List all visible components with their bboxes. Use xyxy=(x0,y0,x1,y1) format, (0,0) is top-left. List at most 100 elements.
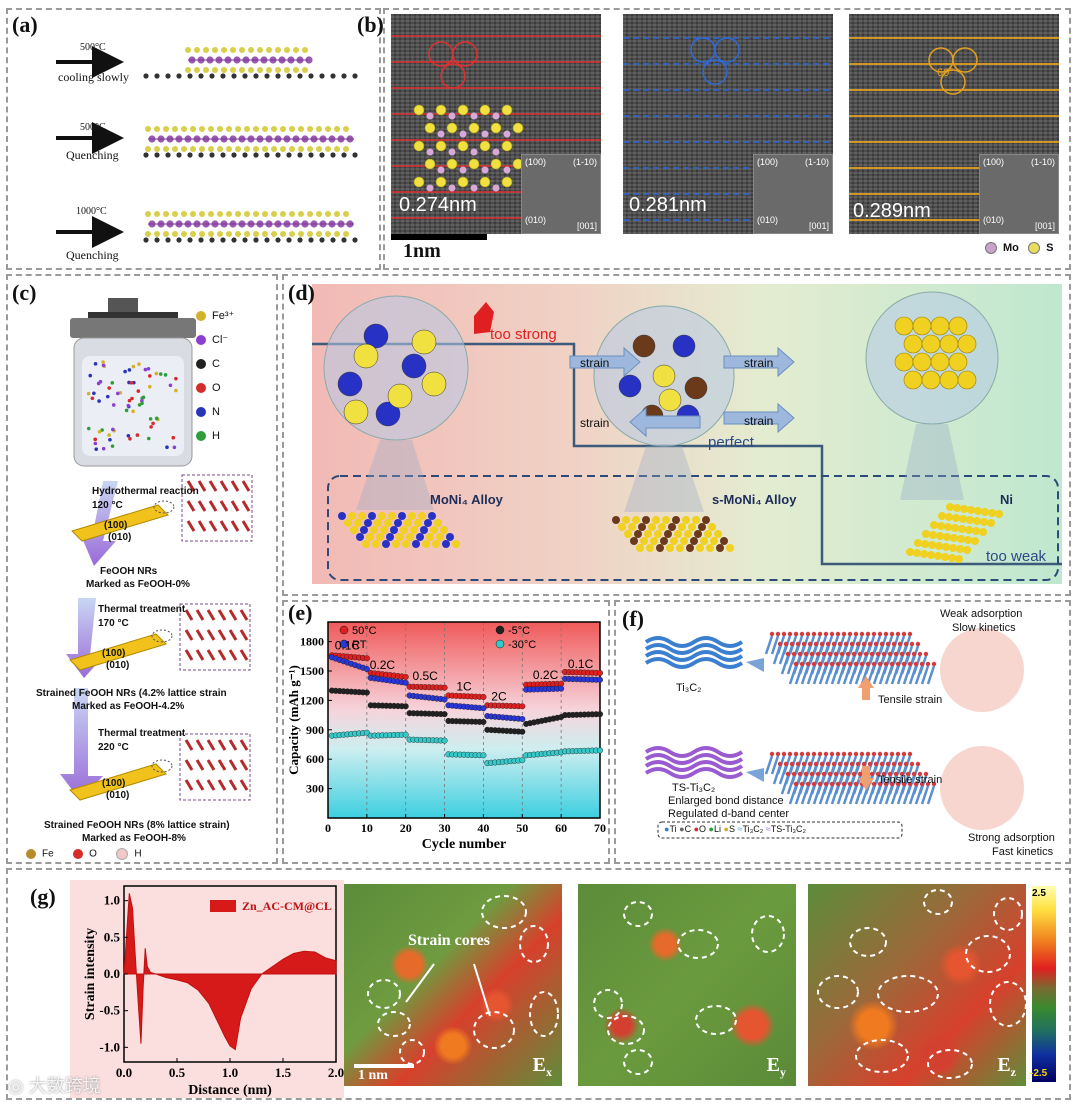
chart-e-point xyxy=(363,666,370,673)
fft-2: (100) (1-10) (010) [001] xyxy=(753,154,833,234)
rod-1-face-100: (100) xyxy=(104,520,128,531)
step-2-mark: Marked as FeOOH-4.2% xyxy=(72,701,185,712)
note-d-band: Regulated d-band center xyxy=(668,808,790,820)
chart-g-xtick-label: 1.5 xyxy=(275,1065,292,1080)
watermark: ◎ 大数跨境 xyxy=(8,1072,101,1098)
fft-2-top-left: (100) xyxy=(757,157,779,167)
panel-c-legend: Fe³⁺ Cl⁻ C O N H xyxy=(196,304,234,448)
panel-b-legend: Mo S xyxy=(985,242,1054,255)
chart-e-point xyxy=(597,711,604,718)
step-3-product: Strained FeOOH NRs (8% lattice strain) xyxy=(44,820,230,831)
fe-atom-icon xyxy=(26,849,36,859)
chart-e-point xyxy=(519,703,526,710)
step-3-process: Thermal treatment xyxy=(98,728,186,739)
strain-label-4: strain xyxy=(744,414,774,428)
fft-2-bottom-left: (010) xyxy=(757,215,779,225)
panel-f-label: (f) xyxy=(622,606,644,631)
step-1-product: FeOOH NRs xyxy=(100,566,158,577)
rod-1-face-010: (010) xyxy=(108,532,132,543)
chart-e-xtick-label: 50 xyxy=(516,821,528,835)
panel-a-step-1-process: cooling slowly xyxy=(58,70,129,84)
chart-e-legend-label: -30°C xyxy=(508,639,536,651)
note-bond-distance: Enlarged bond distance xyxy=(668,795,784,807)
panel-e: (e) 0 10 20 30 40 50 60 70 300 600 900 1200 1500 1800… xyxy=(282,600,610,864)
chart-e-xtick-label: 60 xyxy=(555,821,567,835)
panel-e-label: (e) xyxy=(288,600,313,625)
chart-e-point xyxy=(597,676,604,683)
chart-e-xtick-label: 30 xyxy=(439,821,451,835)
rod-2-face-100: (100) xyxy=(102,648,126,659)
chart-g-ytick-label: -1.0 xyxy=(99,1039,120,1054)
chart-e-point xyxy=(441,684,448,691)
chart-e-point xyxy=(519,716,526,723)
tem-image-1: 0.274nm (100) (1-10) (010) [001] xyxy=(391,14,601,234)
watermark-logo-icon: ◎ xyxy=(8,1076,24,1096)
bottom-legend-o: O xyxy=(89,848,97,860)
tem-2-spacing: 0.281nm xyxy=(629,194,707,216)
map-label-z: Ez xyxy=(997,1054,1016,1080)
legend-mo: Mo xyxy=(1003,242,1019,254)
strain-map-z: Ez xyxy=(808,884,1026,1086)
fft-3-top-left: (100) xyxy=(983,157,1005,167)
step-1-temp: 120 °C xyxy=(92,500,123,511)
chart-g-xtick-label: 0.5 xyxy=(169,1065,186,1080)
slow-kinetics: Slow kinetics xyxy=(952,622,1016,634)
chart-e-legend-label: -5°C xyxy=(508,625,530,637)
chart-g-ytick-label: -0.5 xyxy=(99,1003,120,1018)
chart-e-ytick-label: 300 xyxy=(306,782,324,796)
chart-e-point xyxy=(519,728,526,735)
legend-ti3c2: Ti₃C₂ xyxy=(742,824,764,834)
chart-g-xtick-label: 0.0 xyxy=(116,1065,132,1080)
fft-3-bottom-right: [001] xyxy=(1034,221,1055,231)
material-ts-ti3c2: TS-Ti₃C₂ xyxy=(672,782,716,794)
chart-e-rate-label: 0.2C xyxy=(533,668,559,682)
strain-cores-label: Strain cores xyxy=(408,932,490,949)
chart-g-legend-marker xyxy=(210,900,236,912)
chart-e-xtick-label: 20 xyxy=(400,821,412,835)
panel-d: (d) too strong strain strain strain stra… xyxy=(282,274,1071,596)
step-1-mark: Marked as FeOOH-0% xyxy=(86,579,190,590)
chart-e-rate-label: 0.1C xyxy=(335,638,361,652)
panel-c-label: (c) xyxy=(12,280,37,305)
step-1-process: Hydrothermal reaction xyxy=(92,486,199,497)
chart-e-rate-label: 0.5C xyxy=(412,669,438,683)
strain-label-3: strain xyxy=(744,356,774,370)
chart-e-ytick-label: 1200 xyxy=(300,693,324,707)
panel-a-step-2-process: Quenching xyxy=(66,148,119,162)
chart-e-point xyxy=(441,696,448,703)
legend-c: C xyxy=(196,352,234,376)
fft-1: (100) (1-10) (010) [001] xyxy=(521,154,601,234)
tem-1-spacing: 0.274nm xyxy=(399,194,477,216)
panel-c-bottom-legend: Fe O H xyxy=(26,848,142,860)
chart-e-point xyxy=(363,689,370,696)
legend-s: S xyxy=(1046,242,1054,254)
legend-ti: Ti xyxy=(669,824,677,834)
strong-adsorption: Strong adsorption xyxy=(968,832,1055,844)
chart-e-point xyxy=(480,693,487,700)
c-atom-icon xyxy=(196,359,206,370)
material-s-moni4: s-MoNi₄ Alloy xyxy=(712,492,797,507)
legend-h: H xyxy=(196,424,234,448)
panel-d-label: (d) xyxy=(288,280,315,305)
chart-g-ylabel: Strain intensity xyxy=(83,928,98,1020)
panel-f-diagram xyxy=(644,628,1024,839)
chart-e-point xyxy=(441,737,448,744)
tem-image-2: 0.281nm (100) (1-10) (010) [001] xyxy=(623,14,833,234)
fast-kinetics: Fast kinetics xyxy=(992,846,1054,858)
chart-e-point xyxy=(597,669,604,676)
legend-o-label: O xyxy=(212,382,221,394)
chart-e-ytick-label: 900 xyxy=(306,723,324,737)
chart-g-ytick-label: 1.0 xyxy=(104,893,120,908)
material-moni4: MoNi₄ Alloy xyxy=(430,492,503,507)
scale-bar-label: 1nm xyxy=(403,240,441,262)
legend-li: Li xyxy=(713,824,721,834)
panel-a: (a) 500°C cooling slowly 500°C Quenching… xyxy=(6,8,381,270)
fft-1-top-left: (100) xyxy=(525,157,547,167)
fft-2-bottom-right: [001] xyxy=(808,221,829,231)
chart-e-xtick-label: 10 xyxy=(361,821,373,835)
rod-3-face-100: (100) xyxy=(102,778,126,789)
rod-3-face-010: (010) xyxy=(106,790,130,801)
chart-e-rate-label: 1C xyxy=(456,680,472,694)
chart-e-point xyxy=(480,705,487,712)
chart-e-ytick-label: 1800 xyxy=(300,635,324,649)
